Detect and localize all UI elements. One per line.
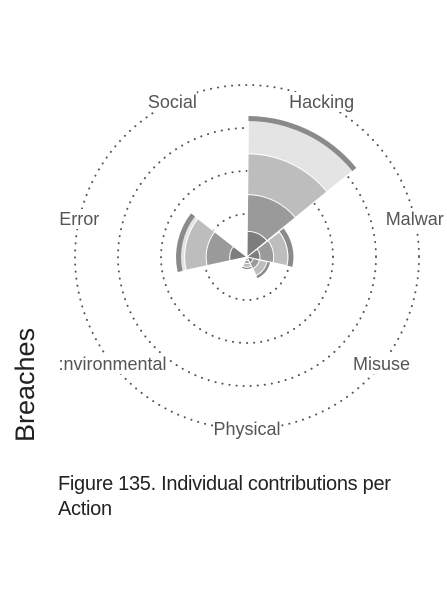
wedge-misuse-layer-4 <box>246 256 254 264</box>
wedge-rim-hacking <box>248 115 357 172</box>
wedge-physical-layer-4 <box>244 255 250 261</box>
wedge-hacking-layer-4 <box>246 230 268 259</box>
category-label-physical: Physical <box>213 419 281 439</box>
category-label-environmental: :nvironmental <box>58 354 167 375</box>
category-label-hacking: Hacking <box>289 92 355 112</box>
grid-ring-2 <box>160 170 334 344</box>
wedge-rim-malware <box>279 228 294 267</box>
category-label-social: Social <box>147 92 197 112</box>
category-label-error: Error <box>59 208 100 229</box>
y-axis-label: Breaches <box>10 327 40 442</box>
grid-ring-3 <box>117 127 377 387</box>
wedge-error-layer-3 <box>205 231 249 267</box>
radial-chart <box>74 84 420 430</box>
wedge-rim-error <box>176 213 196 273</box>
data-wedges <box>175 115 358 279</box>
wedge-error-layer-4 <box>229 245 249 262</box>
category-label-malware: Malwar <box>385 208 444 229</box>
wedge-malware-layer-4 <box>245 248 261 261</box>
figure-caption: Figure 135. Individual contributions per… <box>58 473 391 520</box>
category-label-misuse: Misuse <box>353 354 411 375</box>
